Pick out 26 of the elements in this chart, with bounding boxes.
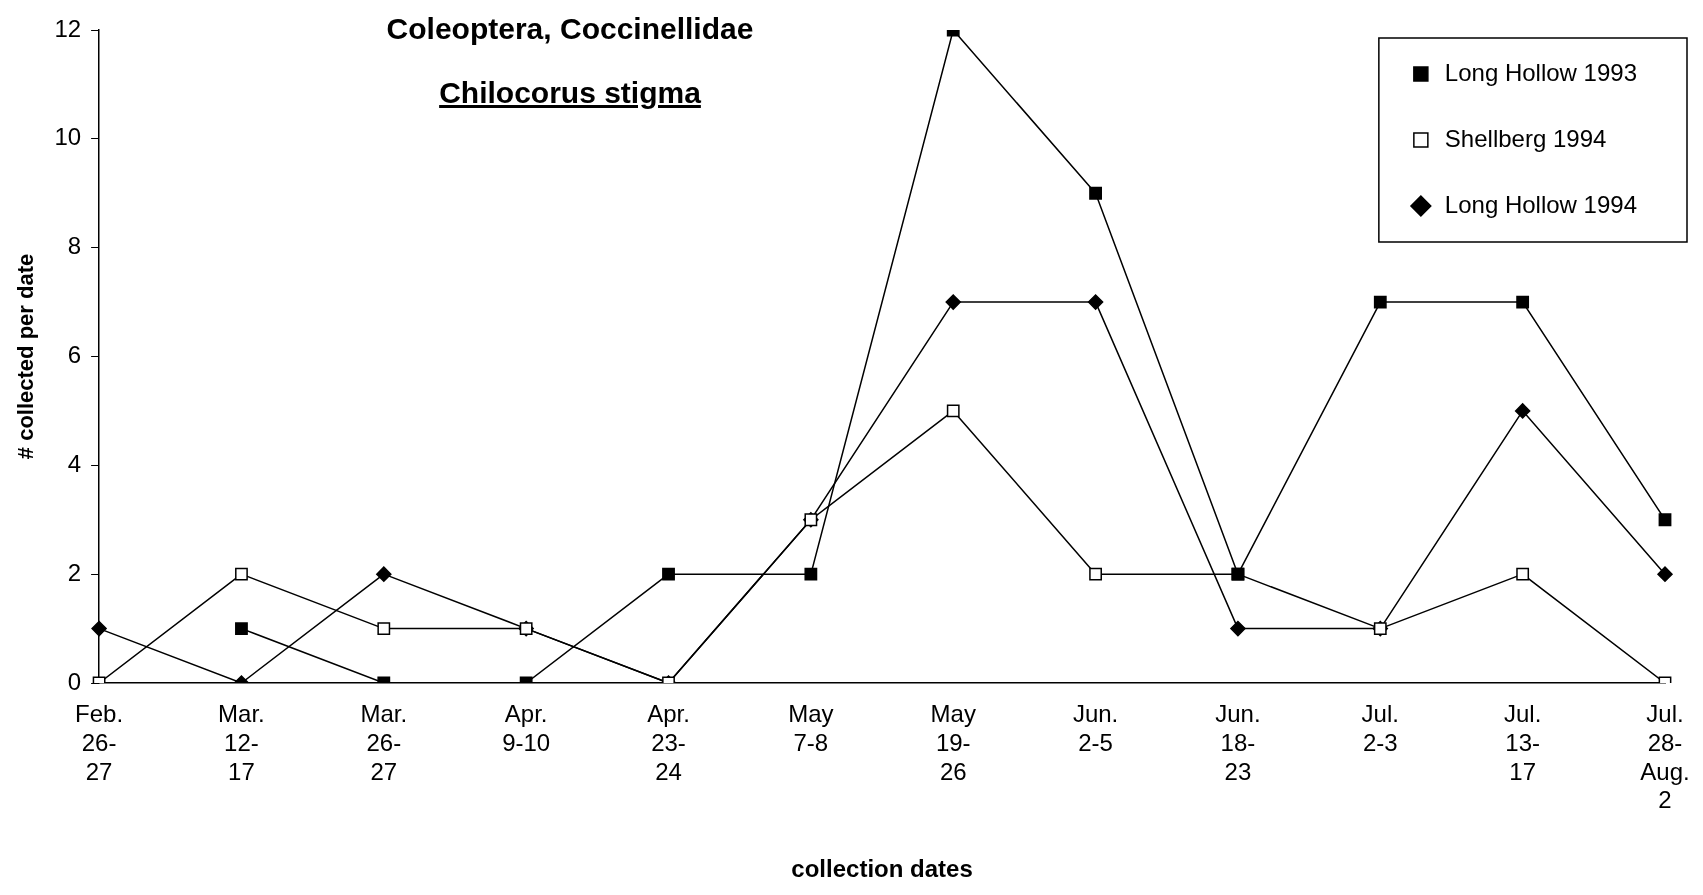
y-axis-title: # collected per date	[13, 253, 39, 460]
legend-label: Long Hollow 1994	[1444, 190, 1637, 218]
x-tick-label: Jul. 2-3	[1361, 700, 1399, 756]
x-tick-label: Jul. 28- Aug. 2	[1640, 700, 1690, 814]
text: Chilocorus stigma	[438, 76, 702, 110]
x-tick-label: Feb. 26- 27	[75, 700, 124, 785]
x-tick-label: Mar. 26- 27	[360, 700, 408, 785]
y-tick-label: 12	[54, 14, 82, 42]
legend-label: Long Hollow 1993	[1444, 58, 1637, 86]
x-tick-label: Jul. 13- 17	[1503, 700, 1542, 785]
legend-label: Shellberg 1994	[1444, 124, 1607, 152]
x-tick-label: May 7-8	[788, 700, 834, 756]
y-tick-label: 4	[67, 449, 82, 477]
x-tick-label: Mar. 12- 17	[218, 700, 265, 785]
x-tick-label: Apr. 9-10	[502, 700, 551, 756]
x-axis-title: collection dates	[791, 855, 973, 883]
y-tick-label: 2	[67, 558, 82, 586]
x-tick-label: Apr. 23- 24	[647, 700, 690, 785]
y-tick-label: 6	[67, 341, 82, 369]
x-tick-label: Jun. 2-5	[1072, 700, 1119, 756]
y-tick-label: 8	[67, 232, 82, 260]
y-tick-label: 0	[67, 667, 82, 695]
chart-title: Coleoptera, Coccinellidae	[385, 12, 755, 46]
x-tick-label: May 19- 26	[930, 700, 976, 785]
y-tick-label: 10	[54, 123, 82, 151]
x-tick-label: Jun. 18- 23	[1215, 700, 1261, 785]
